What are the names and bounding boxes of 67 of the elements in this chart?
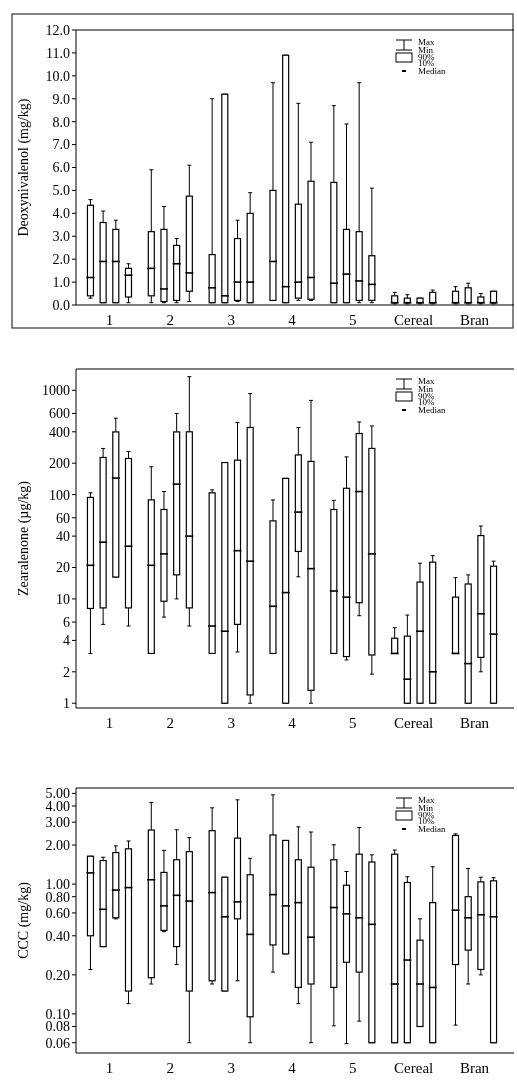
x-tick-label: 4 (288, 312, 297, 328)
x-tick-label: Cereal (394, 312, 434, 328)
y-tick-label: 0.0 (52, 297, 70, 313)
annotation: Min (418, 803, 434, 814)
x-tick-label: 2 (166, 715, 175, 731)
y-tick-label: 1 (63, 696, 70, 712)
x-tick-label: Cereal (394, 715, 434, 731)
x-tick-label: 3 (227, 1060, 235, 1076)
annotation: Median (418, 405, 446, 416)
annotation: Min (418, 45, 434, 56)
x-tick-label: 5 (349, 1060, 357, 1076)
y-tick-label: 2.00 (45, 837, 70, 853)
y-tick-label: 0.40 (45, 928, 70, 944)
y-tick-label: 9.0 (52, 91, 70, 107)
x-tick-label: Bran (459, 715, 490, 731)
y-tick-label: 6 (63, 614, 70, 630)
y-tick-label: 20 (56, 560, 70, 576)
y-tick-label: 12.0 (45, 22, 70, 38)
annotation: Max (418, 795, 435, 806)
y-tick-label: 1.0 (52, 274, 70, 290)
annotation: Max (418, 37, 435, 48)
y-tick-label: 40 (56, 529, 70, 545)
y-tick-label: 10 (56, 591, 70, 607)
annotation: Min (418, 384, 434, 395)
y-tick-label: 0.20 (45, 967, 70, 983)
y-tick-label: 3.00 (45, 815, 70, 831)
annotation: Max (418, 376, 435, 387)
y-tick-label: 0.60 (45, 905, 70, 921)
y-tick-label: 4.0 (52, 206, 70, 222)
x-tick-label: 3 (227, 312, 235, 328)
y-tick-label: 10.0 (45, 68, 70, 84)
x-tick-label: 4 (288, 715, 297, 731)
x-tick-label: Bran (459, 1060, 490, 1076)
y-tick-label: 5.0 (52, 183, 70, 199)
x-tick-label: 2 (166, 312, 175, 328)
x-tick-label: 3 (227, 715, 235, 731)
x-tick-label: 5 (349, 715, 357, 731)
y-tick-label: 100 (49, 487, 70, 503)
y-tick-label: 2.0 (52, 252, 70, 268)
y-tick-label: 7.0 (52, 137, 70, 153)
y-tick-label: 3.0 (52, 229, 70, 245)
y-tick-label: 8.0 (52, 114, 70, 130)
x-tick-label: 1 (105, 312, 114, 328)
y-tick-label: 600 (49, 406, 70, 422)
x-tick-label: 1 (105, 1060, 114, 1076)
y-tick-label: 1000 (42, 383, 70, 399)
y-axis-title: CCC (mg/kg) (16, 881, 32, 959)
y-tick-label: 4 (63, 633, 70, 649)
y-axis-title: Zearalenone (µg/kg) (16, 480, 32, 596)
x-tick-label: 4 (288, 1060, 297, 1076)
y-tick-label: 0.08 (45, 1019, 70, 1035)
y-tick-label: 0.06 (45, 1035, 70, 1051)
y-tick-label: 0.10 (45, 1006, 70, 1022)
annotation: Median (418, 824, 446, 835)
y-tick-label: 400 (49, 424, 70, 440)
y-tick-label: 200 (49, 456, 70, 472)
x-tick-label: Cereal (394, 1060, 434, 1076)
y-tick-label: 2 (63, 664, 70, 680)
y-tick-label: 60 (56, 510, 70, 526)
y-tick-label: 6.0 (52, 160, 70, 176)
y-tick-label: 11.0 (46, 45, 70, 61)
x-tick-label: 5 (349, 312, 357, 328)
x-tick-label: 2 (166, 1060, 175, 1076)
y-axis-title: Deoxynivalenol (mg/kg) (16, 98, 32, 237)
x-tick-label: 1 (105, 715, 114, 731)
x-tick-label: Bran (459, 312, 490, 328)
annotation: Median (418, 66, 446, 77)
